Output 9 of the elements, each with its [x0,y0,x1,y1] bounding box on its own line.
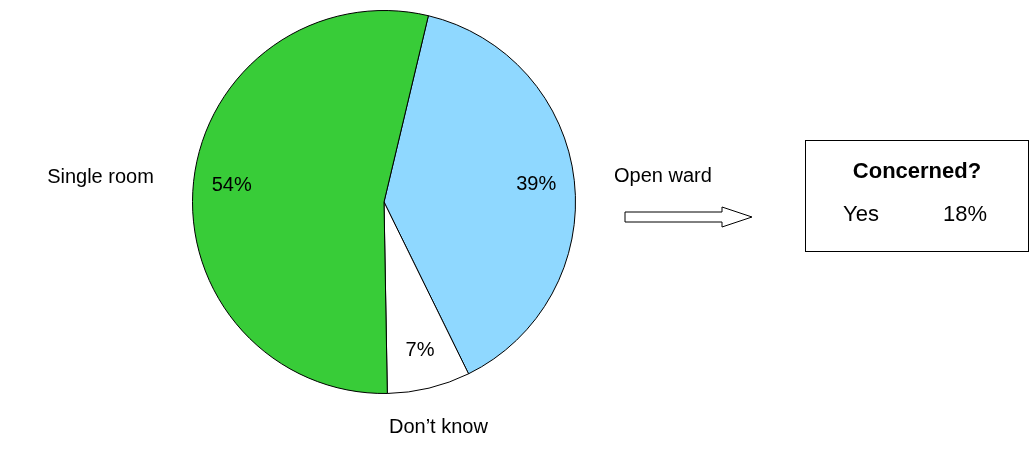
slice-label: Single room [47,164,154,187]
text: Concerned? [851,158,983,184]
data-label: 39% [516,172,557,195]
slice-label: Don’t know [388,414,489,437]
text: 18% [943,201,988,227]
text: Yes [843,201,879,227]
data-label: 54% [211,172,252,195]
data-label: 7% [405,338,435,361]
slice-label: Open ward [614,163,712,186]
